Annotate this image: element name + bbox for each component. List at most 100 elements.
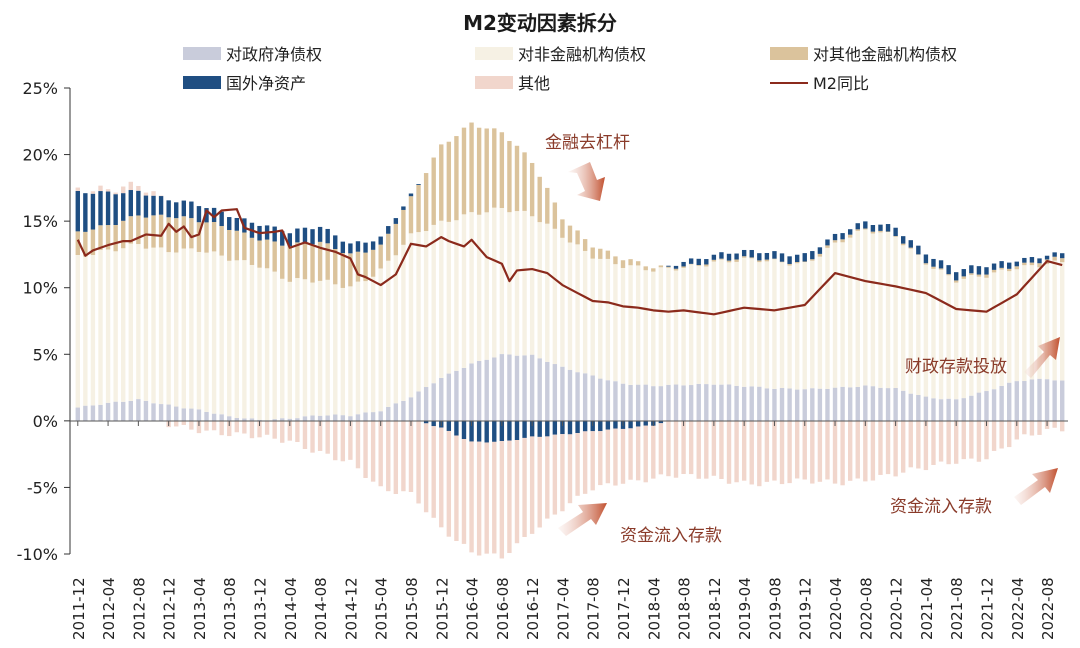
bar-nonfin xyxy=(711,261,717,385)
y-tick-label: 10% xyxy=(22,279,58,298)
bar-nonfin xyxy=(370,276,376,413)
bar-nonfin xyxy=(386,260,391,407)
bar-other xyxy=(961,420,966,460)
bar-otherfin xyxy=(560,219,565,238)
bar-other xyxy=(249,420,255,439)
bar-other xyxy=(651,425,656,479)
bar-otherfin xyxy=(764,259,770,262)
bar-other xyxy=(121,186,126,194)
bar-gov xyxy=(817,388,823,421)
bar-gov xyxy=(90,405,96,421)
bar-nonfin xyxy=(234,260,239,419)
bar-nonfin xyxy=(734,261,739,386)
bar-nonfin xyxy=(613,264,618,382)
bar-nonfin xyxy=(272,271,277,420)
bar-other xyxy=(734,420,739,483)
bar-nfa xyxy=(885,224,891,232)
bar-gov xyxy=(128,400,133,421)
bar-nonfin xyxy=(340,287,346,416)
bar-other xyxy=(461,439,467,544)
bar-otherfin xyxy=(900,243,906,246)
bar-nfa xyxy=(643,420,648,426)
bar-gov xyxy=(1014,381,1019,421)
bar-nonfin xyxy=(439,220,444,378)
bar-nfa xyxy=(227,217,232,230)
bar-nonfin xyxy=(143,248,149,401)
bar-nonfin xyxy=(545,223,550,362)
bar-nonfin xyxy=(295,278,300,419)
bar-nonfin xyxy=(870,233,876,387)
bar-nonfin xyxy=(688,264,694,386)
y-tick-label: 0% xyxy=(33,412,58,431)
bar-other xyxy=(317,420,323,451)
bar-gov xyxy=(363,412,368,421)
bar-nonfin xyxy=(863,229,868,386)
bar-otherfin xyxy=(908,247,913,249)
bar-nfa xyxy=(113,194,118,225)
bar-gov xyxy=(666,384,671,421)
bar-other xyxy=(529,436,535,534)
bar-other xyxy=(757,420,762,487)
bar-otherfin xyxy=(802,261,807,263)
bar-other xyxy=(1037,420,1042,435)
bar-other xyxy=(643,425,648,483)
x-tick-label: 2017-04 xyxy=(554,577,572,640)
bar-other xyxy=(991,420,997,451)
bar-otherfin xyxy=(847,234,853,238)
bar-nfa xyxy=(128,190,133,217)
x-tick-label: 2021-12 xyxy=(978,577,996,640)
x-tick-label: 2013-04 xyxy=(191,577,209,640)
bar-otherfin xyxy=(280,245,285,279)
bar-nonfin xyxy=(219,255,224,415)
bar-gov xyxy=(507,354,512,421)
bar-nonfin xyxy=(628,265,633,385)
bar-nonfin xyxy=(454,220,459,371)
bar-nfa xyxy=(492,420,497,442)
bar-nfa xyxy=(681,261,686,267)
bar-nonfin xyxy=(280,278,285,419)
bar-gov xyxy=(711,384,717,421)
bar-gov xyxy=(719,384,724,421)
bar-gov xyxy=(113,401,118,421)
bar-nfa xyxy=(590,420,595,432)
bar-nfa xyxy=(545,420,550,437)
bar-nonfin xyxy=(249,264,255,419)
bar-nonfin xyxy=(166,252,171,405)
bar-otherfin xyxy=(249,237,255,265)
x-tick-label: 2012-12 xyxy=(161,577,179,640)
bar-nonfin xyxy=(348,286,353,417)
bar-gov xyxy=(431,383,436,421)
bar-other xyxy=(825,420,830,480)
x-tick-label: 2018-04 xyxy=(645,577,663,640)
bar-otherfin xyxy=(264,239,270,269)
bar-nfa xyxy=(529,420,535,437)
bar-otherfin xyxy=(174,218,179,253)
x-tick-label: 2017-12 xyxy=(615,577,633,640)
bar-otherfin xyxy=(1052,256,1057,261)
bar-otherfin xyxy=(537,176,542,223)
bar-nonfin xyxy=(726,262,732,385)
bar-nfa xyxy=(991,263,997,270)
legend-swatch-gov xyxy=(183,47,221,60)
bar-nonfin xyxy=(75,254,80,408)
bar-nfa xyxy=(174,202,179,219)
bar-other xyxy=(408,420,414,492)
bar-gov xyxy=(954,399,959,421)
bar-otherfin xyxy=(121,220,126,249)
bar-gov xyxy=(295,418,300,421)
bar-nfa xyxy=(764,252,770,260)
bar-nonfin xyxy=(900,245,906,391)
bar-nfa xyxy=(673,265,679,269)
bar-nfa xyxy=(946,265,951,275)
bar-nonfin xyxy=(1022,265,1027,382)
bar-otherfin xyxy=(598,248,603,259)
y-tick-label: 15% xyxy=(22,212,58,231)
bar-nfa xyxy=(423,420,429,424)
bar-nonfin xyxy=(772,259,777,389)
bar-gov xyxy=(832,387,838,421)
bar-otherfin xyxy=(219,226,224,256)
bar-nonfin xyxy=(1044,264,1050,380)
bar-nfa xyxy=(613,420,618,429)
bar-nonfin xyxy=(242,260,247,419)
